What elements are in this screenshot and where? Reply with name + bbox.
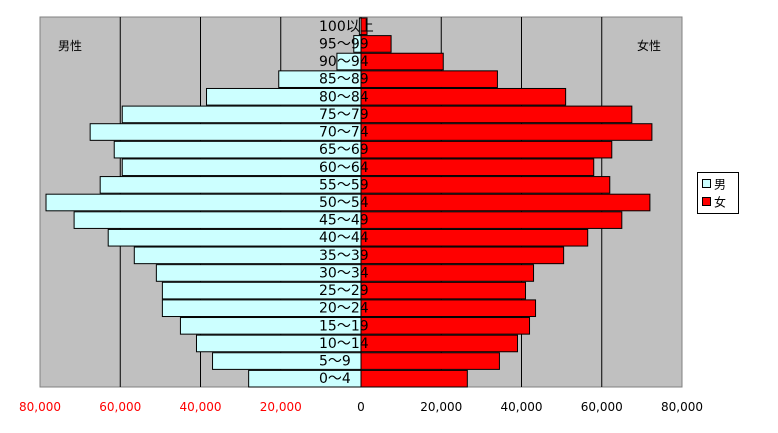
- bar-female: [360, 228, 589, 247]
- age-group-label: 10～14: [319, 336, 369, 352]
- x-tick-label: 60,000: [99, 400, 141, 414]
- bar-female: [360, 105, 633, 124]
- age-group-label: 5～9: [319, 354, 351, 370]
- bar-female: [360, 17, 368, 36]
- age-group-label: 0～4: [319, 371, 351, 387]
- legend-label-female: 女: [714, 195, 727, 210]
- legend-swatch-male: [702, 179, 711, 188]
- side-label-female: 女性: [637, 38, 661, 53]
- side-label-male: 男性: [58, 39, 82, 53]
- bar-female: [360, 87, 567, 106]
- bar-female: [360, 176, 611, 194]
- age-group-label: 85～89: [319, 72, 369, 88]
- bar-male: [73, 211, 362, 229]
- legend: 男 女: [697, 172, 739, 214]
- bar-female: [360, 123, 653, 141]
- bar-female: [360, 140, 613, 159]
- age-group-label: 25～29: [319, 283, 369, 299]
- x-tick-label: 60,000: [581, 400, 623, 414]
- bar-female: [360, 281, 527, 300]
- age-group-label: 35～39: [319, 248, 369, 264]
- x-tick-label: 40,000: [180, 400, 222, 414]
- x-tick-label: 0: [357, 400, 365, 414]
- age-group-label: 70～74: [319, 125, 369, 141]
- x-tick-label: 80,000: [661, 400, 703, 414]
- bar-female: [360, 352, 500, 370]
- x-tick-label: 20,000: [420, 400, 462, 414]
- legend-item-female: 女: [702, 194, 726, 210]
- age-group-label: 65～69: [319, 142, 369, 158]
- bar-female: [360, 193, 651, 212]
- age-group-label: 80～84: [319, 89, 369, 105]
- bar-female: [360, 52, 444, 71]
- bar-female: [360, 158, 595, 177]
- bar-female: [360, 246, 565, 265]
- bar-female: [360, 334, 518, 353]
- age-group-label: 50～54: [319, 195, 369, 211]
- bar-female: [360, 369, 468, 388]
- bar-female: [360, 299, 537, 318]
- age-group-label: 75～79: [319, 107, 369, 123]
- age-group-label: 90～94: [319, 54, 369, 70]
- legend-swatch-female: [702, 197, 711, 206]
- legend-item-male: 男: [702, 176, 726, 192]
- age-group-label: 55～59: [319, 177, 369, 193]
- age-group-label: 60～64: [319, 160, 369, 176]
- bar-female: [360, 35, 392, 53]
- age-group-label: 40～44: [319, 230, 369, 246]
- legend-label-male: 男: [714, 177, 727, 192]
- bar-female: [360, 70, 498, 88]
- x-tick-label: 40,000: [501, 400, 543, 414]
- age-group-label: 20～24: [319, 301, 369, 317]
- bar-female: [360, 211, 623, 229]
- x-tick-label: 20,000: [260, 400, 302, 414]
- bar-male: [45, 193, 362, 212]
- bar-female: [360, 317, 531, 335]
- age-group-label: 95～99: [319, 36, 369, 52]
- age-group-label: 30～34: [319, 265, 369, 281]
- x-tick-label: 80,000: [19, 400, 61, 414]
- age-group-label: 15～19: [319, 318, 369, 334]
- age-group-label: 100以上: [319, 19, 374, 35]
- bar-female: [360, 264, 535, 282]
- age-group-label: 45～49: [319, 213, 369, 229]
